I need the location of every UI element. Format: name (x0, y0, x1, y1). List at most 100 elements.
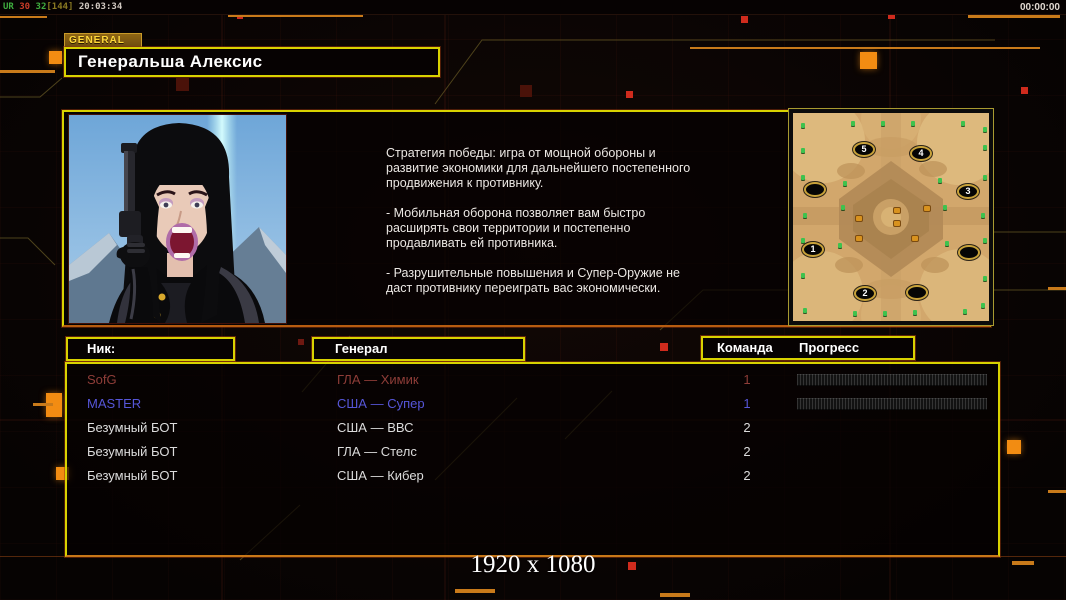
spawn-marker-2: 2 (854, 286, 876, 301)
orange-line-decor (1048, 287, 1066, 290)
tree-dot (983, 276, 987, 281)
tree-dot (841, 205, 845, 210)
orange-line-decor (228, 15, 363, 17)
player-team: 2 (743, 420, 751, 435)
red-square-decor (298, 339, 304, 345)
player-nick: Безумный БОТ (87, 420, 178, 435)
tree-dot (983, 238, 987, 243)
player-general: ГЛА — Стелс (337, 444, 417, 459)
spawn-marker (906, 285, 928, 300)
spawn-marker-4: 4 (910, 146, 932, 161)
player-row: Безумный БОТ ГЛА — Стелс 2 (67, 440, 998, 464)
tree-dot (961, 121, 965, 126)
tree-dot (838, 243, 842, 248)
tree-dot (963, 309, 967, 314)
orange-square-decor (1007, 440, 1021, 454)
strategy-paragraph: - Мобильная оборона позволяет вам быстро… (386, 206, 646, 250)
column-header-general: Генерал (312, 337, 525, 361)
tree-dot (801, 148, 805, 153)
orange-line-decor (690, 47, 1040, 49)
tree-dot (983, 175, 987, 180)
column-header-nick: Ник: (66, 337, 235, 361)
tree-dot (801, 175, 805, 180)
strategy-description: Стратегия победы: игра от мощной обороны… (386, 146, 708, 311)
column-header-team: Команда (717, 340, 773, 355)
orange-line-decor (968, 15, 1060, 18)
orange-line-decor (455, 589, 495, 593)
tree-dot (801, 273, 805, 278)
player-nick: SofG (87, 372, 117, 387)
tree-dot (851, 121, 855, 126)
spawn-marker (958, 245, 980, 260)
tree-dot (913, 310, 917, 315)
dark-square-decor (176, 78, 189, 91)
orange-square-decor (49, 51, 62, 64)
match-timer: 00:00:00 (1019, 2, 1060, 13)
orange-square-decor (46, 393, 62, 417)
progress-bar (797, 374, 987, 386)
player-general: США — Супер (337, 396, 425, 411)
fps-debug-readout: UR 30 32[144] 20:03:34 (3, 2, 123, 12)
spawn-marker (804, 182, 826, 197)
tree-dot (945, 241, 949, 246)
tree-dot (843, 181, 847, 186)
player-row: Безумный БОТ США — Кибер 2 (67, 464, 998, 488)
tree-dot (883, 311, 887, 316)
orange-line-decor (33, 403, 53, 406)
orange-line-decor (660, 593, 690, 597)
tree-dot (981, 303, 985, 308)
player-nick: Безумный БОТ (87, 468, 178, 483)
supply-dot (923, 205, 931, 212)
players-table-panel: SofG ГЛА — Химик 1 MASTER США — Супер 1 … (65, 362, 1000, 557)
red-square-decor (626, 91, 633, 98)
supply-dot (911, 235, 919, 242)
map-terrain (779, 89, 1003, 345)
spawn-marker-5: 5 (853, 142, 875, 157)
tree-dot (853, 311, 857, 316)
dark-square-decor (520, 85, 532, 97)
player-general: ГЛА — Химик (337, 372, 419, 387)
tree-dot (803, 308, 807, 313)
map-preview: 5 4 3 1 2 (779, 89, 1003, 345)
tree-dot (983, 127, 987, 132)
player-rows: SofG ГЛА — Химик 1 MASTER США — Супер 1 … (67, 368, 998, 488)
tree-dot (881, 121, 885, 126)
player-nick: MASTER (87, 396, 142, 411)
supply-dot (855, 235, 863, 242)
player-row: Безумный БОТ США — ВВС 2 (67, 416, 998, 440)
tree-dot (983, 145, 987, 150)
player-nick: Безумный БОТ (87, 444, 178, 459)
red-square-decor (888, 12, 895, 19)
orange-square-decor (860, 52, 877, 69)
player-general: США — ВВС (337, 420, 414, 435)
general-title: Генеральша Алексис (64, 47, 440, 77)
spawn-marker-3: 3 (957, 184, 979, 199)
strategy-paragraph: - Разрушительные повышения и Супер-Оружи… (386, 266, 680, 295)
tree-dot (943, 205, 947, 210)
tree-dot (801, 123, 805, 128)
red-square-decor (741, 16, 748, 23)
supply-dot (893, 220, 901, 227)
orange-line-decor (0, 16, 47, 18)
supply-dot (893, 207, 901, 214)
red-square-decor (628, 562, 636, 570)
red-square-decor (660, 343, 668, 351)
top-status-bar: UR 30 32[144] 20:03:34 00:00:00 (0, 0, 1066, 15)
tree-dot (938, 178, 942, 183)
tree-dot (981, 213, 985, 218)
player-row: SofG ГЛА — Химик 1 (67, 368, 998, 392)
general-portrait (68, 114, 287, 324)
supply-dot (855, 215, 863, 222)
player-team: 2 (743, 444, 751, 459)
player-team: 1 (743, 372, 751, 387)
column-header-team-progress: Команда Прогресс (701, 336, 915, 360)
strategy-paragraph: Стратегия победы: игра от мощной обороны… (386, 146, 691, 190)
resolution-label: 1920 x 1080 (470, 551, 596, 578)
progress-bar (797, 398, 987, 410)
player-general: США — Кибер (337, 468, 424, 483)
column-header-progress: Прогресс (799, 340, 860, 355)
red-square-decor (1021, 87, 1028, 94)
player-team: 1 (743, 396, 751, 411)
tree-dot (801, 238, 805, 243)
